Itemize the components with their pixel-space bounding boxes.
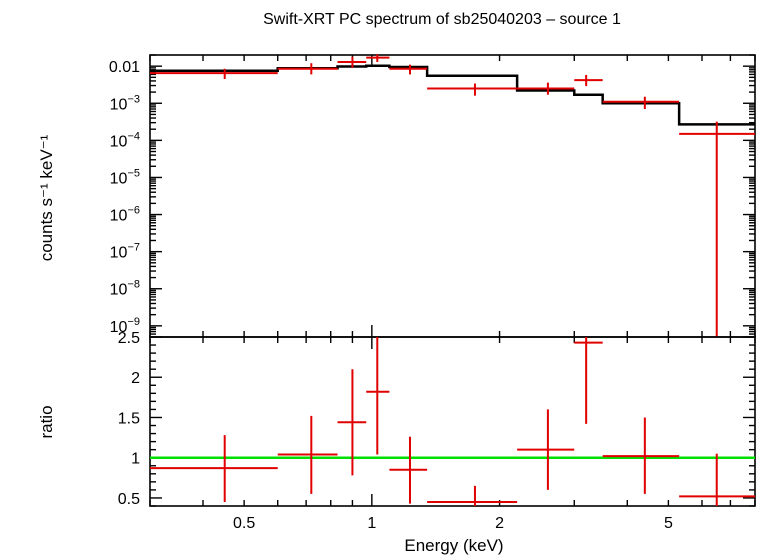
- spectrum-point: [389, 64, 428, 75]
- spectrum-point: [427, 83, 518, 96]
- chart-title: Swift-XRT PC spectrum of sb25040203 – so…: [263, 11, 621, 28]
- x-tick-label: 2: [495, 515, 504, 532]
- x-tick-label: 0.5: [233, 515, 255, 532]
- y-tick-label: 10−6: [110, 205, 140, 225]
- ratio-tick-label: 1.5: [118, 410, 140, 427]
- top-panel-frame: [149, 54, 756, 338]
- ratio-point: [337, 369, 367, 476]
- spectrum-point: [337, 56, 367, 68]
- x-tick-label: 1: [367, 515, 376, 532]
- ratio-tick-label: 2.5: [118, 330, 140, 347]
- y-tick-label: 0.01: [109, 59, 140, 76]
- ratio-point: [366, 337, 390, 455]
- spectrum-point: [277, 63, 338, 75]
- spectrum-point: [602, 96, 680, 110]
- spectrum-point: [574, 74, 603, 87]
- bottom-panel-frame: [149, 336, 756, 507]
- ratio-point: [517, 409, 575, 490]
- spectrum-point: [150, 68, 278, 80]
- model-histogram: [150, 64, 755, 126]
- bottom-y-axis-title: ratio: [37, 405, 56, 438]
- spectrum-point: [679, 121, 755, 337]
- ratio-point: [427, 485, 518, 506]
- spectrum-point: [366, 54, 390, 62]
- y-tick-label: 10−7: [110, 242, 140, 262]
- ratio-tick-label: 1: [131, 451, 140, 468]
- ratio-tick-label: 2: [131, 370, 140, 387]
- x-axis-title: Energy (keV): [404, 536, 503, 555]
- top-y-axis-title: counts s⁻¹ keV⁻¹: [37, 134, 56, 261]
- top-panel-ticks: 0.01 10−3 10−4 10−5 10−6 10−7 10−8 10−9: [109, 54, 756, 338]
- bottom-panel-ticks: 0.5 1 2 5 0.5 1 1.5 2 2.5: [118, 330, 756, 532]
- top-panel: 0.01 10−3 10−4 10−5 10−6 10−7 10−8 10−9: [109, 54, 756, 338]
- bottom-panel: 0.5 1 2 5 0.5 1 1.5 2 2.5: [118, 330, 756, 532]
- y-tick-label: 10−3: [110, 93, 140, 113]
- spectrum-point: [517, 82, 575, 95]
- model-step-line: [150, 64, 755, 126]
- ratio-point: [679, 453, 755, 506]
- y-tick-label: 10−9: [110, 316, 140, 336]
- ratio-point: [150, 435, 278, 502]
- ratio-point: [602, 417, 680, 494]
- ratio-tick-label: 0.5: [118, 491, 140, 508]
- y-tick-label: 10−8: [110, 279, 140, 299]
- ratio-point: [277, 415, 338, 494]
- ratio-point: [389, 436, 428, 504]
- ratio-points: [150, 337, 755, 506]
- ratio-point: [574, 337, 603, 424]
- y-tick-label: 10−5: [110, 167, 140, 187]
- y-tick-label: 10−4: [110, 130, 140, 150]
- spectrum-points: [150, 54, 755, 337]
- x-tick-label: 5: [664, 515, 673, 532]
